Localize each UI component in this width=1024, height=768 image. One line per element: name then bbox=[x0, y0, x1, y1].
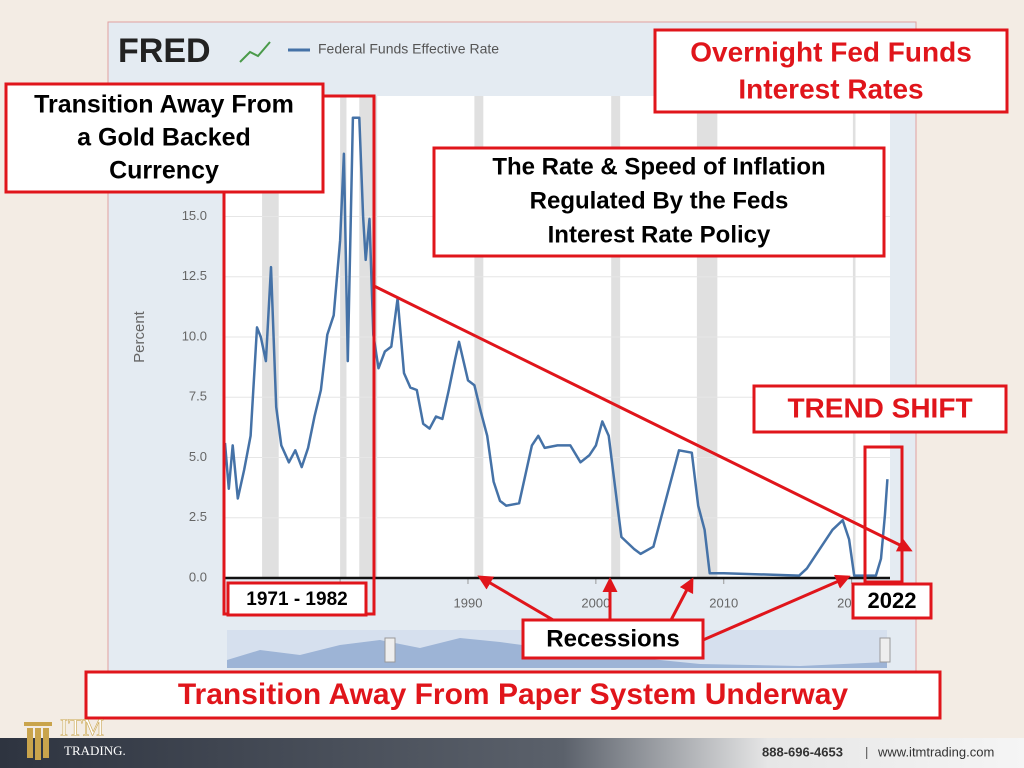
annotation: Regulated By the Feds bbox=[530, 187, 789, 214]
annotation: Recessions bbox=[546, 625, 679, 652]
phone: 888-696-4653 bbox=[762, 744, 843, 759]
brand-icon bbox=[24, 722, 52, 760]
x-tick-label: 2010 bbox=[709, 595, 738, 610]
y-tick-label: 2.5 bbox=[189, 509, 207, 524]
brand-sub: TRADING. bbox=[64, 743, 126, 758]
y-tick-label: 15.0 bbox=[182, 208, 207, 223]
logo: FRED bbox=[118, 32, 211, 70]
y-axis-label: Percent bbox=[131, 310, 148, 363]
x-tick-label: 1990 bbox=[454, 595, 483, 610]
y-tick-label: 7.5 bbox=[189, 389, 207, 404]
annotation-box bbox=[851, 582, 933, 620]
annotation-box bbox=[4, 82, 325, 194]
navigator-handle bbox=[384, 637, 396, 663]
headline: Interest Rates bbox=[738, 73, 923, 104]
trend-arrow bbox=[373, 284, 913, 552]
brand: ITM bbox=[60, 716, 104, 742]
arrow bbox=[668, 577, 694, 623]
annotation: Transition Away From Paper System Underw… bbox=[178, 678, 849, 711]
annotation-box bbox=[432, 146, 886, 258]
website: www.itmtrading.com bbox=[877, 744, 994, 759]
annotation: Interest Rate Policy bbox=[548, 221, 771, 248]
headline-box bbox=[653, 28, 1009, 114]
arrow bbox=[702, 574, 851, 642]
logo-icon bbox=[239, 41, 271, 63]
data-line bbox=[223, 116, 889, 577]
annotation: TREND SHIFT bbox=[787, 392, 972, 423]
annotation: a Gold Backed bbox=[77, 124, 251, 152]
footer bbox=[0, 738, 1024, 768]
y-tick-label: 0.0 bbox=[189, 569, 207, 584]
headline: Overnight Fed Funds bbox=[690, 36, 972, 67]
x-tick-label: 2000 bbox=[581, 595, 610, 610]
annotation: 1971 - 1982 bbox=[246, 589, 347, 610]
y-tick-label: 5.0 bbox=[189, 449, 207, 464]
annotation: Currency bbox=[109, 157, 219, 185]
arrow bbox=[477, 575, 561, 626]
y-tick-label: 10.0 bbox=[182, 328, 207, 343]
highlight-box bbox=[863, 445, 904, 584]
annotation-box bbox=[521, 618, 705, 660]
navigator-handle bbox=[879, 637, 891, 663]
annotation-box bbox=[226, 581, 368, 617]
y-tick-label: 12.5 bbox=[182, 268, 207, 283]
annotation: 2022 bbox=[868, 588, 917, 613]
annotation-box bbox=[84, 670, 942, 720]
annotation: The Rate & Speed of Inflation bbox=[492, 153, 825, 180]
separator: | bbox=[865, 744, 868, 759]
annotation: Transition Away From bbox=[34, 91, 294, 119]
legend-label: Federal Funds Effective Rate bbox=[318, 41, 499, 57]
annotation-box bbox=[752, 384, 1008, 434]
